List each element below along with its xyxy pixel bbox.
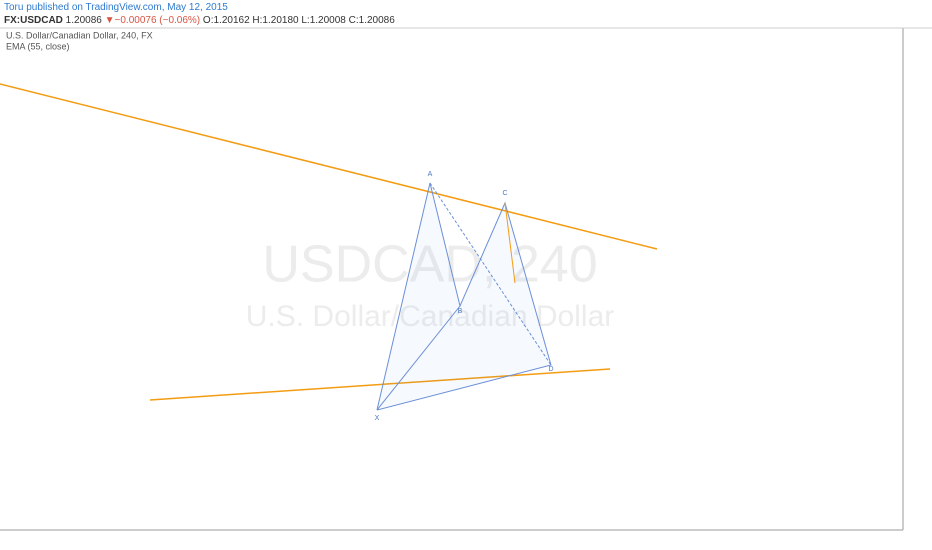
watermark: USDCAD, 240 U.S. Dollar/Canadian Dollar [246,236,615,333]
pattern-point: D [548,366,553,373]
chart-title: U.S. Dollar/Canadian Dollar, 240, FX [6,30,153,40]
indicator-label: EMA (55, close) [6,41,70,51]
y-axis-bg [903,28,932,550]
trend-line [149,368,611,401]
harmonic-pattern [376,182,552,411]
pattern-leg [429,182,552,366]
pattern-leg [376,305,461,411]
watermark-symbol: USDCAD, 240 [262,236,597,294]
axes [0,28,932,550]
pattern-point: C [502,190,507,197]
pattern-leg [504,202,516,284]
pattern-point: A [428,171,433,178]
publisher: Toru published on TradingView.com, May 1… [4,2,228,13]
drawings: X A B C D [0,83,658,422]
watermark-name: U.S. Dollar/Canadian Dollar [246,300,615,333]
header-bg [0,0,932,28]
trend-line [0,83,658,250]
pattern-point: X [375,415,380,422]
quote: FX:USDCAD 1.20086 ▼−0.00076 (−0.06%) O:1… [4,15,395,26]
pattern-point: B [458,308,463,315]
